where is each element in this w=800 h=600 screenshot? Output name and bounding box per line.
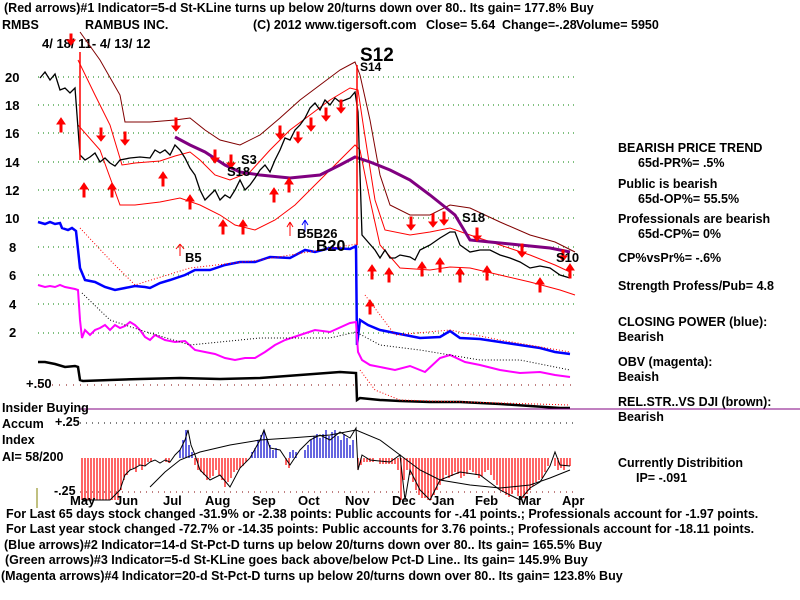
rel-str-line	[38, 360, 570, 410]
footer-65day-change: For Last 65 days stock changed -31.9% or…	[6, 507, 759, 521]
svg-text:14: 14	[5, 155, 20, 170]
signal-s10: S10	[556, 250, 579, 265]
obv-line	[37, 283, 571, 378]
closing-power-line	[37, 220, 571, 356]
indicator-1-description: (Red arrows)#1 Indicator=5-d St-KLine tu…	[4, 1, 594, 15]
svg-text:6: 6	[9, 268, 16, 283]
accum-plus-label: +.25	[55, 415, 80, 429]
svg-text:Feb: Feb	[475, 493, 498, 508]
upper-band	[79, 31, 576, 253]
relstr-value: Bearish	[618, 410, 664, 424]
svg-text:Apr: Apr	[562, 493, 584, 508]
svg-text:10: 10	[5, 211, 19, 226]
company-name: RAMBUS INC.	[85, 18, 169, 32]
moving-average	[174, 135, 571, 254]
strength-ratio: Strength Profess/Pub= 4.8	[618, 279, 774, 293]
ip-value: IP= -.091	[636, 471, 688, 485]
price-trend-title: BEARISH PRICE TREND	[618, 141, 763, 155]
signal-b5: B5	[185, 250, 202, 265]
blue-arrow	[301, 219, 309, 232]
signal-b5b26: B5B26	[297, 226, 337, 241]
relstr-title: REL.STR..VS DJI (brown):	[618, 395, 772, 409]
svg-text:2: 2	[9, 325, 16, 340]
op-value: 65d-OP%= 55.5%	[638, 192, 740, 206]
signal-s12: S12	[360, 45, 394, 66]
pr-value: 65d-PR%= .5%	[638, 156, 725, 170]
signal-s14: S14	[360, 60, 382, 74]
svg-text:12: 12	[5, 183, 19, 198]
footer-blue-arrows: (Blue arrows)#2 Indicator=14-d St-Pct-D …	[4, 538, 603, 552]
ai-value: AI= 58/200	[2, 450, 64, 464]
accum-negative-bars	[81, 458, 571, 500]
footer-magenta-arrows: (Magenta arrows)#4 Indicator=20-d St-Pct…	[1, 569, 623, 583]
svg-text:Aug: Aug	[205, 493, 230, 508]
price-change: Change=-.28	[502, 18, 577, 32]
closing-power-value: Bearish	[618, 330, 664, 344]
professionals-title: Professionals are bearish	[618, 212, 771, 226]
accum-minus-label: -.25	[54, 484, 76, 498]
accum-label: Accum	[2, 417, 44, 431]
signal-s3: S3	[241, 152, 257, 167]
close-price: Close= 5.64	[426, 18, 496, 32]
svg-text:Oct: Oct	[298, 493, 320, 508]
accum-index-line	[82, 426, 571, 501]
obv-title: OBV (magenta):	[618, 355, 713, 369]
index-label: Index	[2, 433, 35, 447]
middle-band	[77, 59, 571, 273]
svg-text:8: 8	[9, 240, 16, 255]
x-axis-labels: May Jun Jul Aug Sep Oct Nov Dec Jan Feb …	[70, 493, 584, 508]
svg-text:4: 4	[9, 297, 17, 312]
footer-year-change: For Last year stock changed -72.7% or -1…	[6, 522, 755, 536]
ticker-symbol: RMBS	[2, 18, 39, 32]
svg-text:Jul: Jul	[163, 493, 182, 508]
lower-band	[77, 124, 576, 296]
plus50-text: +.50	[26, 376, 52, 391]
svg-text:Mar: Mar	[518, 493, 541, 508]
volume: Volume= 5950	[576, 18, 659, 32]
accum-positive-bars	[179, 430, 354, 458]
cp-value: 65d-CP%= 0%	[638, 227, 722, 241]
distribution-title: Currently Distribition	[618, 456, 744, 470]
signal-b20: B20	[316, 238, 345, 255]
svg-text:20: 20	[5, 70, 19, 85]
obv-value: Beaish	[618, 370, 659, 384]
svg-text:Nov: Nov	[345, 493, 370, 508]
closing-power-title: CLOSING POWER (blue):	[618, 315, 768, 329]
svg-text:Dec: Dec	[392, 493, 416, 508]
signal-s18-first: S18	[227, 164, 250, 179]
cp-vs-pr: CP%vsPr%= -.6%	[618, 251, 722, 265]
insider-buying-label: Insider Buying	[2, 401, 89, 415]
price-line	[39, 70, 571, 279]
svg-text:16: 16	[5, 126, 19, 141]
closing-power-trend	[79, 227, 358, 286]
public-title: Public is bearish	[618, 177, 718, 191]
svg-text:May: May	[70, 493, 96, 508]
svg-text:18: 18	[5, 98, 19, 113]
footer-green-arrows: (Green arrows)#3 Indicator=5-d St-KLine …	[5, 553, 588, 567]
signal-s18-second: S18	[462, 210, 485, 225]
svg-text:Jan: Jan	[432, 493, 454, 508]
red-buy-arrows	[56, 117, 575, 315]
svg-text:Jun: Jun	[115, 493, 138, 508]
signal-labels: S12 S14 S3 S18 B5 B5B26 B20 S18 S10	[185, 45, 579, 265]
copyright: (C) 2012 www.tigersoft.com	[253, 18, 417, 32]
svg-text:Sep: Sep	[252, 493, 276, 508]
red-sell-arrows	[65, 33, 569, 262]
y-axis-labels: 20 18 16 14 12 10 8 6 4 2	[5, 70, 20, 340]
obv-trend	[81, 292, 571, 371]
